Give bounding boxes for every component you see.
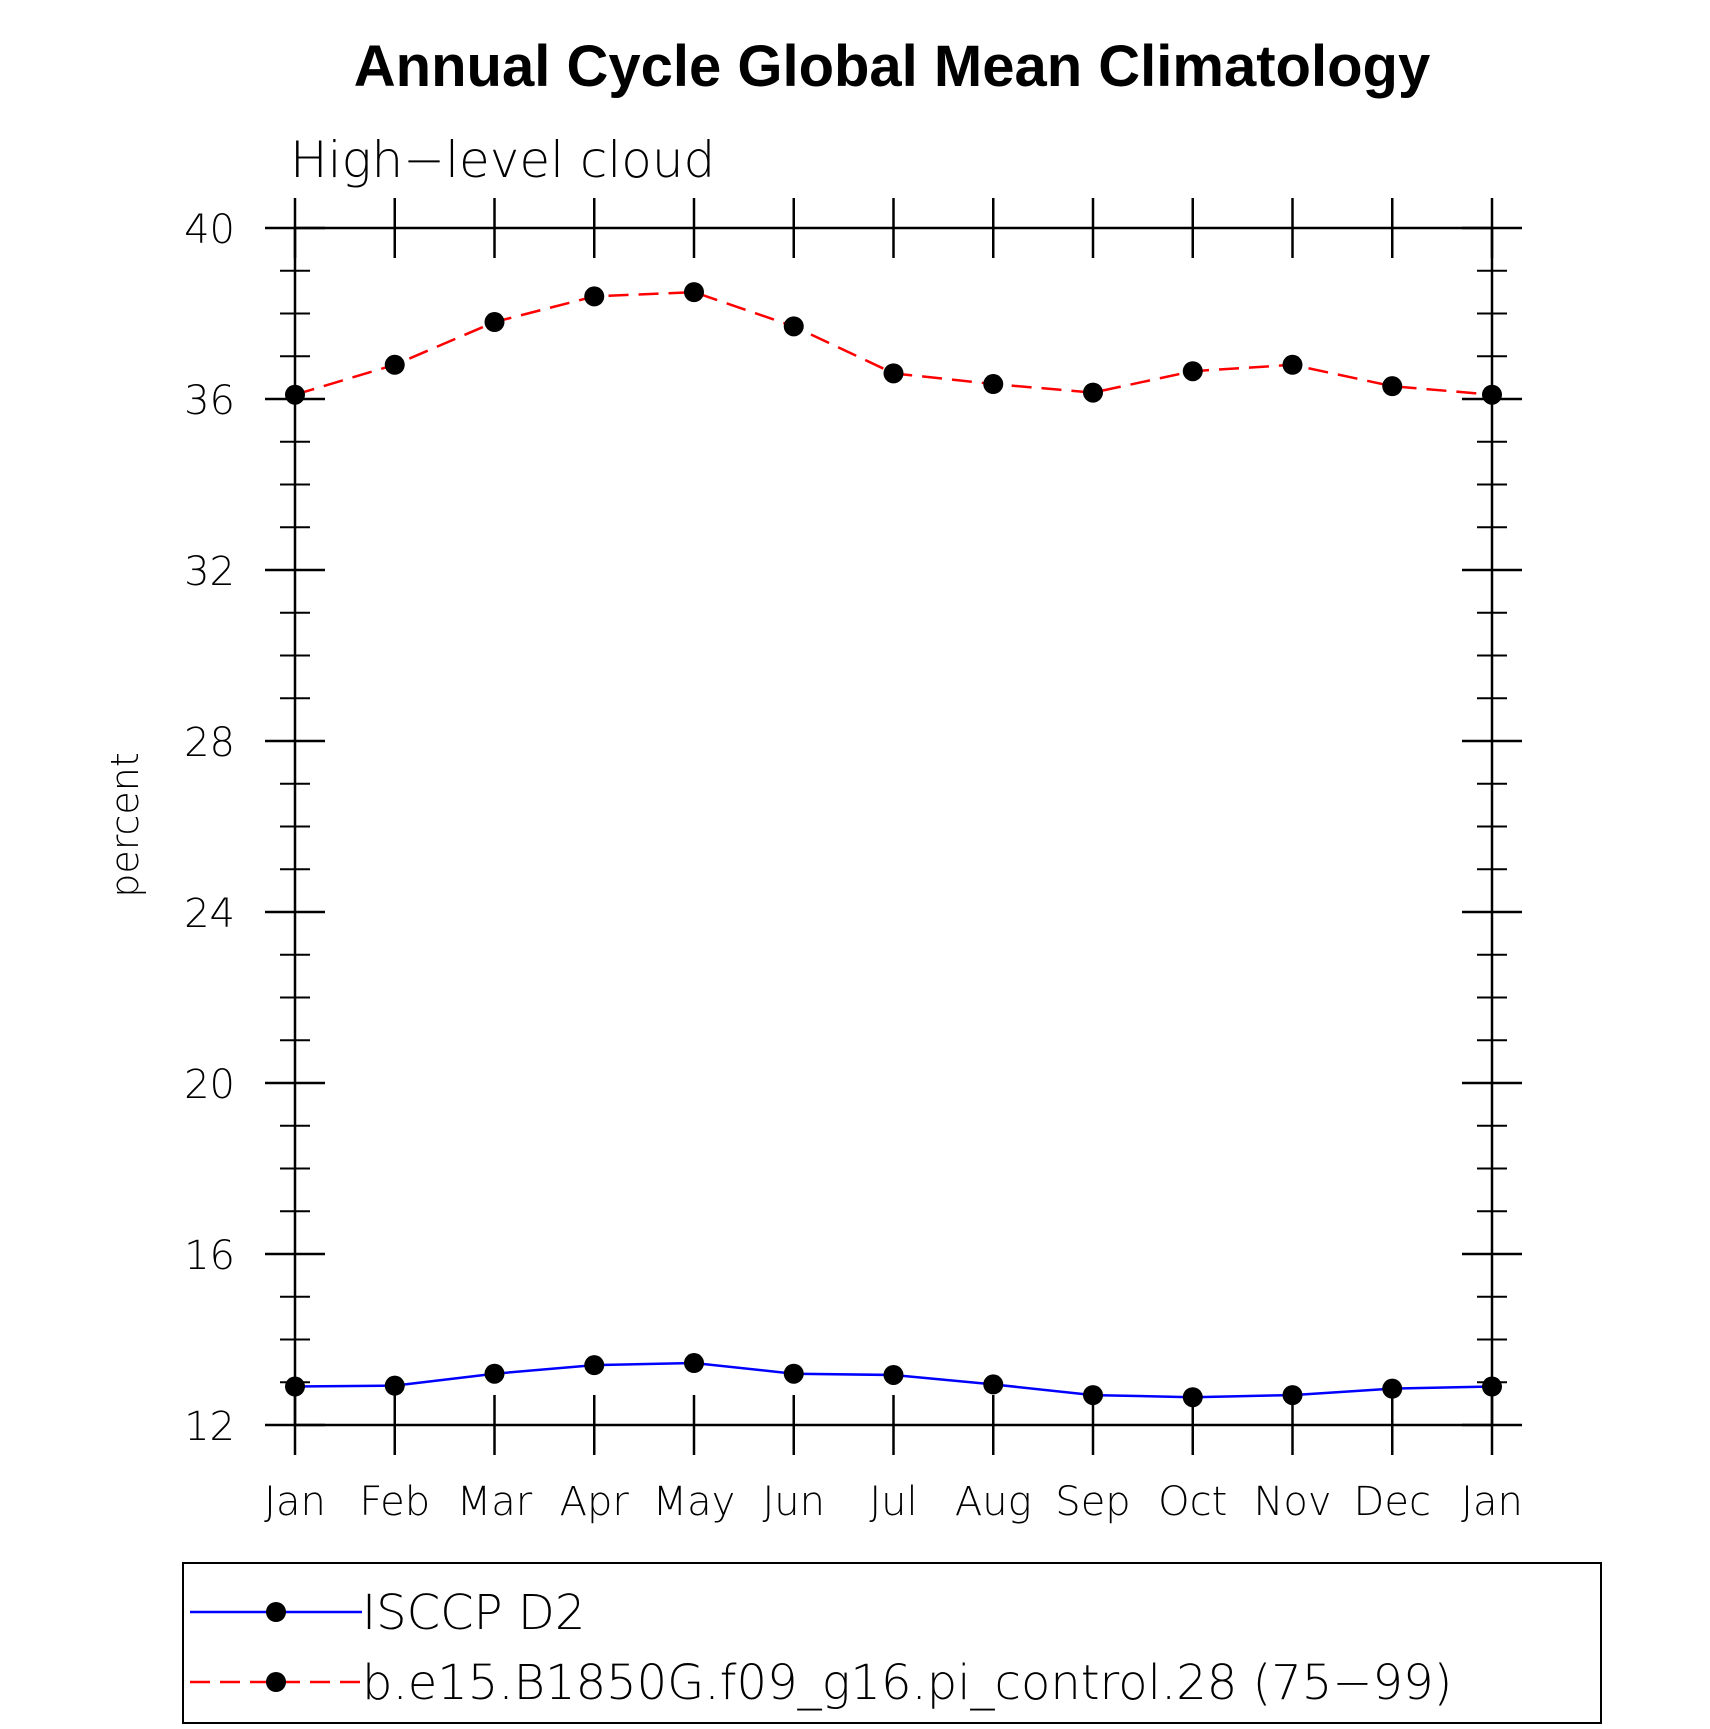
legend-label-1: b.e15.B1850G.f09_g16.pi_control.28 (75−9… <box>362 1655 1452 1711</box>
y-tick-label: 12 <box>184 1404 235 1450</box>
x-tick-label: Jan <box>1461 1479 1523 1525</box>
x-tick-label: Jul <box>869 1479 917 1525</box>
chart-subtitle: High−level cloud <box>290 131 715 189</box>
y-tick-label: 24 <box>184 891 235 937</box>
legend-label-0: ISCCP D2 <box>362 1585 585 1641</box>
series-0-point <box>285 1376 305 1397</box>
y-axis-label: percent <box>103 752 147 898</box>
x-tick-label: Oct <box>1158 1479 1227 1525</box>
series-1-point <box>1482 384 1502 405</box>
chart-title: Annual Cycle Global Mean Climatology <box>354 34 1430 99</box>
x-tick-label: May <box>653 1479 736 1525</box>
series-1-point <box>1382 376 1403 397</box>
x-tick-label: Apr <box>560 1479 630 1525</box>
series-0-point <box>584 1355 605 1376</box>
series-0-point <box>983 1374 1004 1395</box>
series-1-point <box>584 286 605 307</box>
legend-marker-0 <box>266 1602 286 1622</box>
series-0-point <box>783 1363 804 1384</box>
x-tick-label: Sep <box>1055 1479 1130 1525</box>
x-tick-label: Jan <box>264 1479 326 1525</box>
series-0-point <box>1382 1378 1403 1399</box>
y-tick-label: 28 <box>184 720 235 766</box>
legend-marker-1 <box>266 1672 286 1692</box>
series-1-point <box>983 374 1004 395</box>
series-0-point <box>1482 1376 1502 1397</box>
series-0-point <box>384 1375 405 1396</box>
series-1-point <box>384 354 405 375</box>
series-0-point <box>684 1353 704 1374</box>
y-tick-label: 16 <box>184 1233 235 1279</box>
x-tick-label: Aug <box>955 1479 1032 1525</box>
series-0-point <box>1282 1385 1303 1406</box>
series-0-point <box>484 1363 505 1384</box>
series-0-point <box>883 1364 904 1385</box>
series-1-point <box>285 384 305 405</box>
plot-series <box>285 282 1502 1408</box>
y-tick-label: 20 <box>184 1062 235 1108</box>
series-1-point <box>783 316 804 337</box>
x-tick-label: Nov <box>1253 1479 1331 1525</box>
y-tick-label: 36 <box>184 378 235 424</box>
x-tick-label: Feb <box>359 1479 430 1525</box>
series-1-point <box>484 312 505 333</box>
legend: ISCCP D2 b.e15.B1850G.f09_g16.pi_control.… <box>182 1562 1602 1724</box>
legend-box <box>182 1562 1602 1724</box>
plot-frame <box>293 226 1494 1427</box>
series-1-point <box>1182 361 1203 382</box>
x-tick-label: Mar <box>457 1479 533 1525</box>
x-tick-label: Dec <box>1354 1479 1431 1525</box>
series-1-point <box>1282 354 1303 375</box>
axes: 12 16 20 24 28 32 36 40 Jan Feb Mar Apr May Jun Jul Aug… <box>184 198 1523 1525</box>
series-0-point <box>1182 1387 1203 1408</box>
series-1-point <box>883 363 904 384</box>
x-tick-label: Jun <box>763 1479 826 1525</box>
series-1-point <box>1083 382 1103 403</box>
y-tick-label: 40 <box>184 207 235 253</box>
series-0-point <box>1083 1385 1103 1406</box>
series-1-point <box>684 282 704 303</box>
y-tick-label: 32 <box>184 549 235 595</box>
